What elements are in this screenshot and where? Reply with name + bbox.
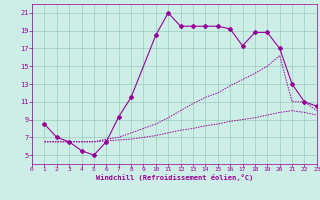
X-axis label: Windchill (Refroidissement éolien,°C): Windchill (Refroidissement éolien,°C) [96, 174, 253, 181]
